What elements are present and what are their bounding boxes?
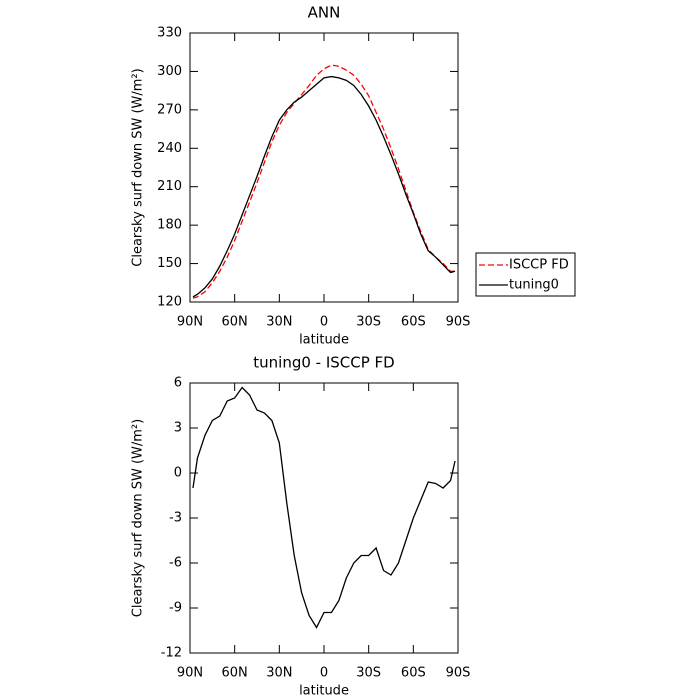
y-tick-label: -12 — [161, 646, 182, 661]
y-tick-label: 6 — [174, 376, 182, 391]
x-tick-label: 90S — [446, 666, 471, 681]
x-tick-label: 0 — [320, 315, 328, 330]
y-tick-label: -6 — [169, 556, 182, 571]
x-tick-label: 90N — [177, 315, 203, 330]
y-tick-label: 120 — [157, 295, 182, 310]
y-tick-label: 0 — [174, 466, 182, 481]
chart-title: tuning0 - ISCCP FD — [253, 354, 394, 372]
data-line — [192, 64, 456, 299]
y-tick-label: -3 — [169, 511, 182, 526]
y-tick-label: 3 — [174, 421, 182, 436]
y-tick-label: 180 — [157, 218, 182, 233]
legend-label: tuning0 — [509, 278, 559, 293]
y-axis-label: Clearsky surf down SW (W/m²) — [131, 419, 146, 617]
x-tick-label: 30N — [266, 315, 292, 330]
legend-box — [475, 252, 576, 297]
x-tick-label: 30S — [356, 666, 381, 681]
x-tick-label: 0 — [320, 666, 328, 681]
x-tick-label: 60N — [222, 666, 248, 681]
x-tick-label: 60S — [401, 315, 426, 330]
data-line — [192, 386, 456, 629]
x-tick-label: 30S — [356, 315, 381, 330]
y-tick-label: 300 — [157, 64, 182, 79]
y-tick-label: 210 — [157, 179, 182, 194]
x-tick-label: 90N — [177, 666, 203, 681]
y-tick-label: 150 — [157, 256, 182, 271]
chart-title: ANN — [308, 4, 341, 22]
y-tick-label: -9 — [169, 601, 182, 616]
x-tick-label: 90S — [446, 315, 471, 330]
y-tick-label: 270 — [157, 102, 182, 117]
x-tick-label: 30N — [266, 666, 292, 681]
plot-frame — [189, 382, 459, 654]
x-axis-label: latitude — [299, 684, 349, 699]
plot-frame — [189, 32, 459, 303]
y-tick-label: 240 — [157, 141, 182, 156]
y-axis-label: Clearsky surf down SW (W/m²) — [131, 68, 146, 266]
y-tick-label: 330 — [157, 26, 182, 41]
x-tick-label: 60S — [401, 666, 426, 681]
data-line — [192, 75, 456, 298]
x-axis-label: latitude — [299, 333, 349, 348]
x-tick-label: 60N — [222, 315, 248, 330]
legend-label: ISCCP FD — [509, 258, 569, 273]
